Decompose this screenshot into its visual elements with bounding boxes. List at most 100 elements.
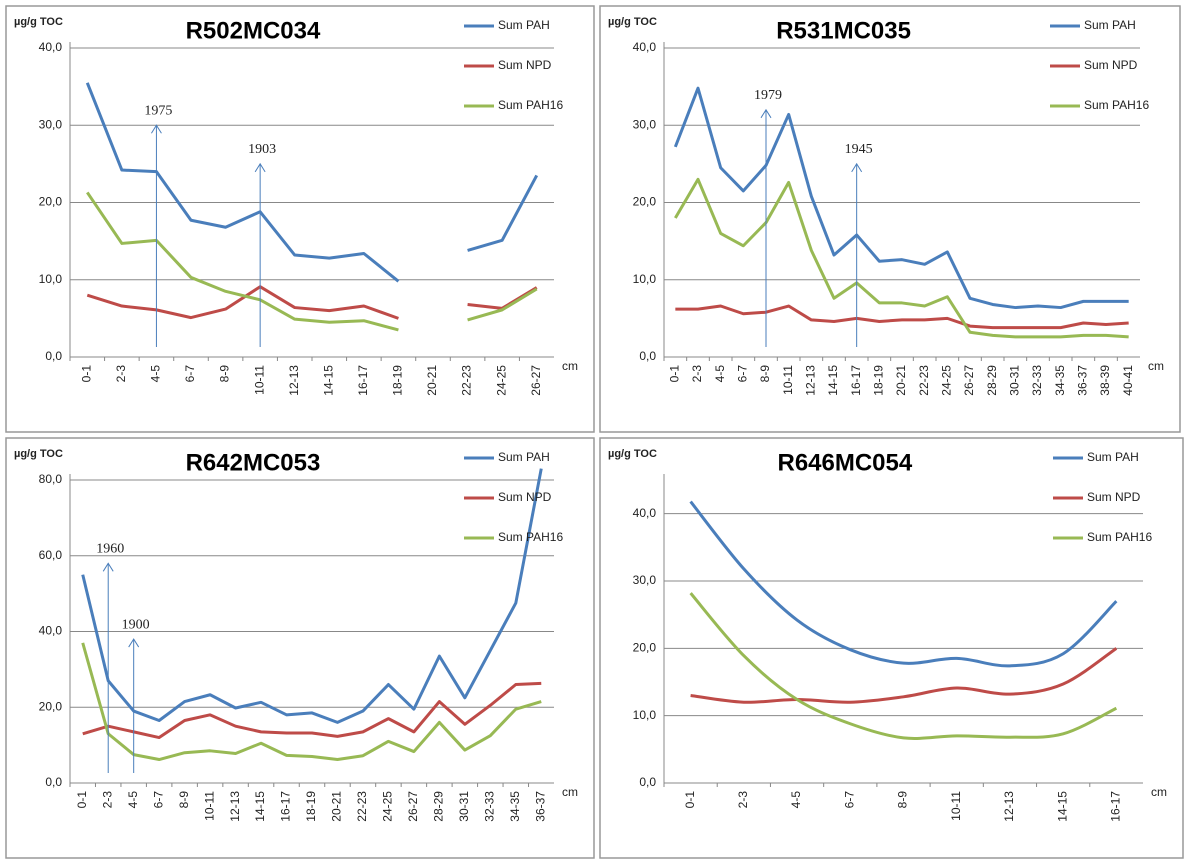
x-tick-label: 12-13 [228,791,242,822]
x-tick-label: 28-29 [432,791,446,822]
x-axis-label: cm [1148,359,1164,373]
x-tick-label: 20-21 [894,365,908,396]
annotation-label: 1900 [122,617,150,632]
y-tick-label: 30,0 [39,117,63,131]
x-tick-label: 0-1 [75,791,89,809]
x-tick-label: 16-17 [1109,791,1123,822]
y-tick-label: 20,0 [39,195,63,209]
y-tick-label: 40,0 [633,40,657,54]
chart-panel: µg/g TOC R502MC034 0,0 10,0 20,0 30,0 40,0 0-1 2… [5,5,595,433]
arrow-head [151,124,162,134]
y-tick-label: 30,0 [633,117,657,131]
legend-label: Sum PAH [498,450,550,464]
x-tick-label: 2-3 [114,365,128,383]
arrow-head [128,638,140,648]
x-tick-label: 18-19 [872,365,886,396]
chart-title: R502MC034 [186,17,321,44]
series-line [81,468,543,724]
x-tick-label: 10-11 [202,791,216,821]
x-tick-label: 20-21 [425,365,439,396]
annotation-label: 1975 [144,103,172,118]
legend-label: Sum PAH16 [498,98,563,112]
panel-border [5,437,595,859]
series-line [689,500,1118,668]
x-tick-label: 22-23 [917,365,931,396]
x-tick-label: 34-35 [508,791,522,822]
x-tick-label: 40-41 [1121,365,1135,396]
y-axis-label: µg/g TOC [14,16,63,28]
y-tick-label: 0,0 [639,775,656,789]
annotation-label: 1903 [248,142,276,157]
y-tick-label: 0,0 [45,775,62,789]
y-tick-label: 20,0 [39,699,63,713]
x-tick-label: 34-35 [1053,365,1067,396]
y-tick-label: 10,0 [633,272,657,286]
x-axis-label: cm [562,785,578,799]
legend-label: Sum PAH [1087,450,1139,464]
series-line [82,681,542,740]
y-tick-label: 10,0 [39,272,63,286]
series-line [86,191,538,332]
annotation-label: 1979 [754,88,782,103]
x-tick-label: 8-9 [896,791,910,809]
y-tick-label: 10,0 [633,708,657,722]
x-tick-label: 16-17 [279,791,293,822]
y-tick-label: 60,0 [39,548,63,562]
panel-border [599,5,1181,433]
x-axis-label: cm [562,359,578,373]
x-axis-label: cm [1151,785,1167,799]
x-tick-label: 8-9 [218,365,232,383]
y-tick-label: 0,0 [45,349,62,363]
x-tick-label: 6-7 [151,791,165,809]
annotation-label: 1960 [96,542,124,557]
x-tick-label: 14-15 [253,791,267,822]
chart-title: R531MC035 [776,17,911,44]
x-tick-label: 18-19 [304,791,318,822]
x-tick-label: 6-7 [842,791,856,809]
arrow-head [760,108,772,119]
annotation-label: 1945 [845,142,873,157]
x-tick-label: 24-25 [381,791,395,822]
x-tick-label: 24-25 [494,365,508,396]
y-axis-label: µg/g TOC [14,448,63,460]
legend-label: Sum PAH16 [1087,530,1152,544]
x-tick-label: 26-27 [529,365,543,396]
y-tick-label: 40,0 [633,506,657,520]
x-tick-label: 6-7 [183,365,197,383]
chart-panel: µg/g TOC R642MC053 0,0 20,0 40,0 60,0 80,0 0-1 2… [5,437,595,859]
x-tick-label: 22-23 [460,365,474,396]
y-tick-label: 20,0 [633,641,657,655]
x-tick-label: 10-11 [252,365,266,395]
x-tick-label: 36-37 [533,791,547,822]
legend-label: Sum PAH [498,18,550,32]
x-tick-label: 8-9 [758,365,772,383]
x-tick-label: 4-5 [789,791,803,809]
series-line [81,642,542,762]
chart-panel: µg/g TOC R531MC035 0,0 10,0 20,0 30,0 40,0 0-1 2… [599,5,1181,433]
legend-label: Sum PAH16 [1084,98,1149,112]
series-line [85,82,539,283]
y-tick-label: 40,0 [39,624,63,638]
legend-label: Sum NPD [498,58,552,72]
x-tick-label: 2-3 [736,791,750,809]
x-tick-label: 32-33 [482,791,496,822]
y-tick-label: 20,0 [633,195,657,209]
y-tick-label: 0,0 [639,349,656,363]
x-tick-label: 14-15 [826,365,840,396]
x-tick-label: 14-15 [321,365,335,396]
x-tick-label: 4-5 [149,365,163,383]
x-tick-label: 6-7 [736,365,750,383]
x-tick-label: 12-13 [804,365,818,396]
x-tick-label: 30-31 [457,791,471,822]
x-tick-label: 26-27 [406,791,420,822]
x-tick-label: 16-17 [849,365,863,396]
x-tick-label: 28-29 [985,365,999,396]
x-tick-label: 24-25 [940,365,954,396]
x-tick-label: 18-19 [391,365,405,396]
y-tick-label: 80,0 [39,472,63,486]
x-tick-label: 10-11 [949,791,963,821]
chart-title: R642MC053 [186,449,321,476]
x-tick-label: 0-1 [79,365,93,383]
legend-label: Sum PAH [1084,18,1136,32]
y-tick-label: 40,0 [39,40,63,54]
